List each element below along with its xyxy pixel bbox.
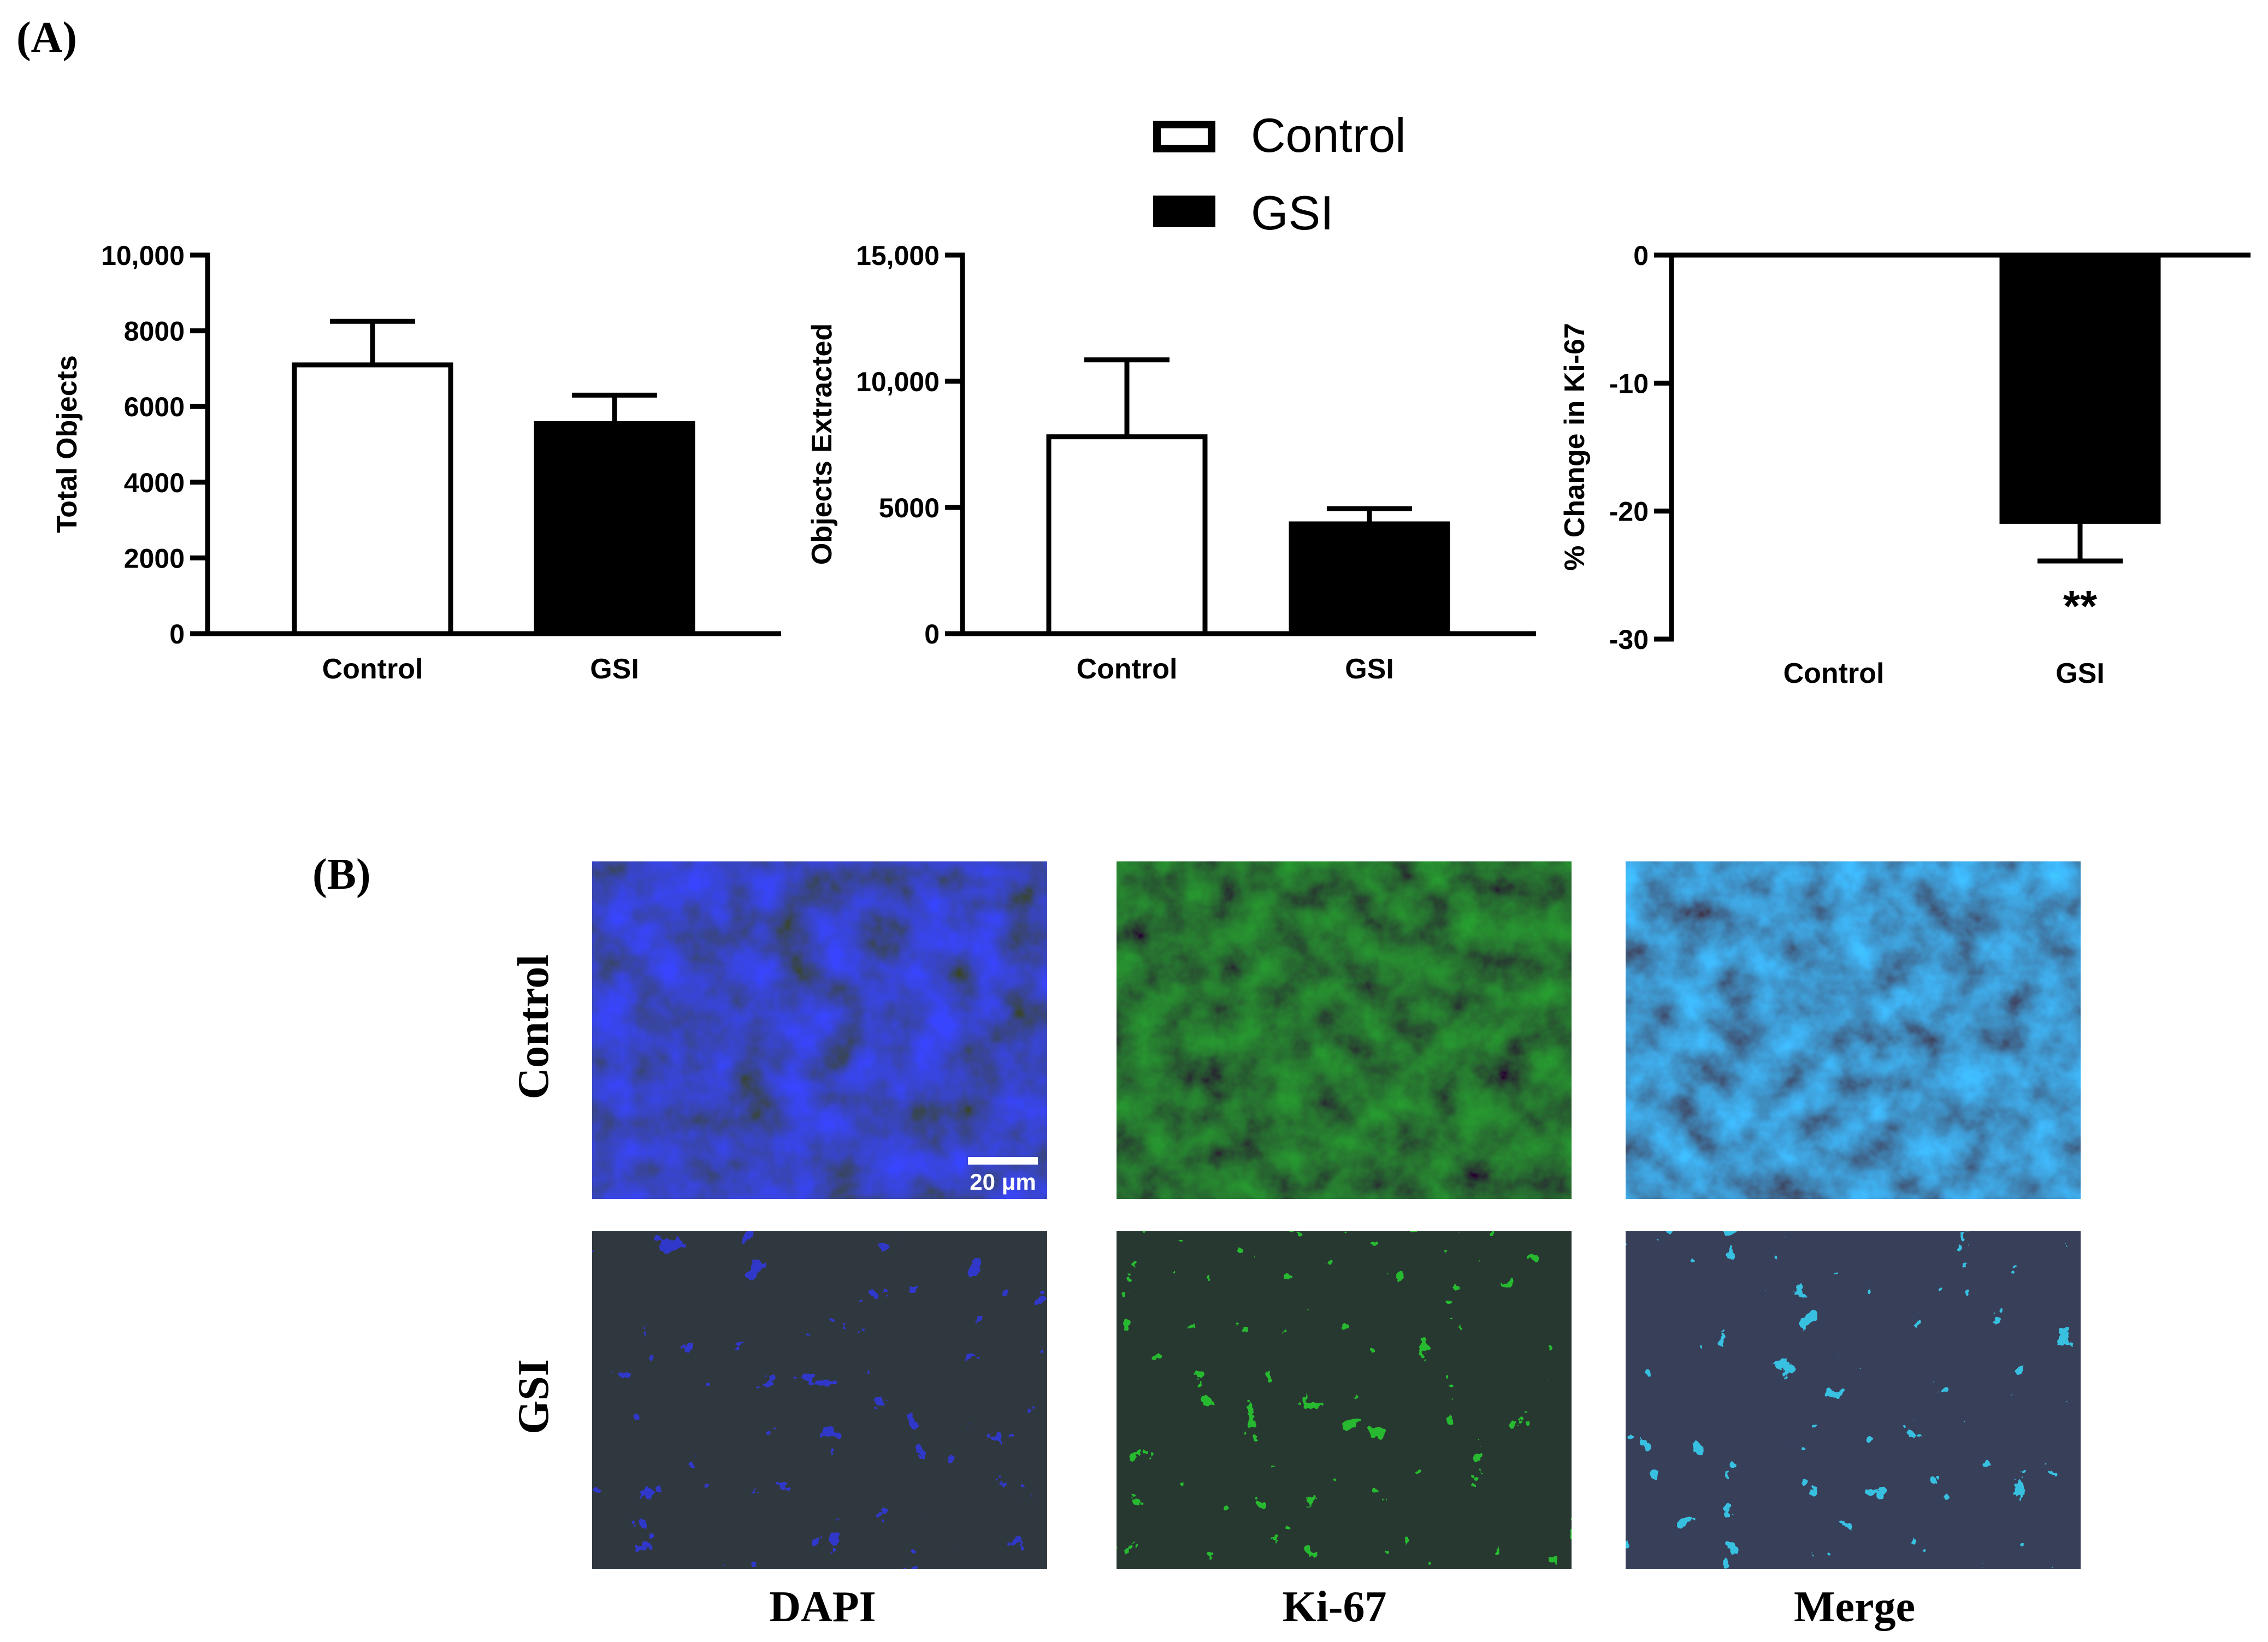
y-tick-label: 0 <box>924 619 940 649</box>
y-tick-label: 15,000 <box>856 240 940 271</box>
column-label-merge: Merge <box>1794 1583 1915 1631</box>
significance-marker: ** <box>2063 582 2098 630</box>
legend-label-gsi: GSI <box>1251 186 1334 240</box>
chart-ki67-change: -30 -20 -10 0 Control GSI % Change in Ki-67 ** <box>1559 240 2251 689</box>
row-label-control: Control <box>510 954 558 1099</box>
y-tick-label: 10,000 <box>856 367 940 397</box>
y-axis-label: % Change in Ki-67 <box>1559 323 1591 571</box>
x-tick-label-control: Control <box>1077 653 1178 685</box>
x-tick-label-gsi: GSI <box>2056 658 2105 689</box>
micrograph-control-ki67 <box>1117 861 1572 1199</box>
column-label-dapi: DAPI <box>769 1583 876 1631</box>
legend-swatch-control <box>1153 121 1215 152</box>
micrograph-gsi-dapi <box>592 1231 1047 1569</box>
x-tick-label-gsi: GSI <box>1345 653 1394 685</box>
y-tick-label: 2000 <box>124 543 185 574</box>
y-tick-label: 0 <box>169 619 185 649</box>
y-tick-label: -20 <box>1609 497 1649 527</box>
micrograph-grid: Control GSI 20 μm DAPI Ki-67 Merge <box>510 861 2081 1631</box>
y-tick-label: 0 <box>1633 240 1649 271</box>
x-tick-label-control: Control <box>1783 658 1885 689</box>
bar-gsi <box>534 421 695 636</box>
micrograph-gsi-merge <box>1626 1231 2081 1569</box>
y-axis-label: Objects Extracted <box>806 323 838 565</box>
panel-a-label: (A) <box>16 14 77 62</box>
y-tick-label: -10 <box>1609 368 1649 399</box>
scale-bar <box>968 1157 1038 1165</box>
bar-control <box>292 362 453 636</box>
micrograph-gsi-ki67 <box>1117 1231 1572 1569</box>
y-tick-label: 5000 <box>879 493 940 523</box>
y-tick-label: 10,000 <box>101 240 185 271</box>
row-label-gsi: GSI <box>510 1359 558 1434</box>
x-tick-label-gsi: GSI <box>590 653 639 685</box>
legend-label-control: Control <box>1251 108 1406 162</box>
legend: Control GSI <box>1153 108 1406 240</box>
micrograph-control-merge <box>1626 861 2081 1199</box>
micrograph-control-dapi <box>592 861 1047 1199</box>
chart-objects-extracted: 0 5000 10,000 15,000 Control GSI Objects Extra… <box>806 240 1536 685</box>
y-tick-label: 6000 <box>124 392 185 422</box>
y-tick-label: -30 <box>1609 624 1649 655</box>
column-label-ki67: Ki-67 <box>1282 1583 1386 1631</box>
legend-swatch-gsi <box>1153 196 1215 227</box>
bar-gsi <box>1289 521 1450 636</box>
bar-gsi <box>1999 252 2161 524</box>
y-tick-label: 4000 <box>124 468 185 498</box>
bar-control <box>1046 434 1208 636</box>
x-tick-label-control: Control <box>322 653 423 685</box>
chart-total-objects: 0 2000 4000 6000 8000 10,000 Control GSI Total O… <box>51 240 781 685</box>
y-axis-label: Total Objects <box>51 355 83 533</box>
scale-bar-label: 20 μm <box>970 1169 1036 1195</box>
y-tick-label: 8000 <box>124 316 185 347</box>
panel-b-label: (B) <box>312 850 371 899</box>
